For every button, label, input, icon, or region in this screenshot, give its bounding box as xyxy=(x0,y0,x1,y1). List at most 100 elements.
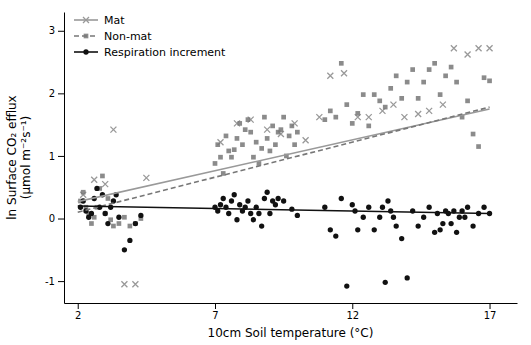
y-tick-label: 2 xyxy=(49,88,55,99)
y-tick: -1 xyxy=(45,276,64,287)
point xyxy=(366,124,371,129)
point xyxy=(438,92,443,97)
point xyxy=(328,109,333,114)
point xyxy=(105,221,110,226)
point xyxy=(81,190,86,195)
point xyxy=(440,102,446,108)
point xyxy=(262,115,267,120)
point xyxy=(355,227,360,232)
point xyxy=(110,127,116,133)
point xyxy=(416,96,421,101)
trend-line xyxy=(78,206,490,214)
point xyxy=(256,211,261,216)
point xyxy=(287,134,292,139)
point xyxy=(275,196,280,201)
x-tick-mark xyxy=(352,303,353,309)
point xyxy=(273,202,278,207)
point xyxy=(243,127,248,132)
point xyxy=(245,198,250,203)
point xyxy=(100,174,105,179)
point xyxy=(224,134,229,139)
point xyxy=(103,211,108,216)
point xyxy=(267,211,272,216)
point xyxy=(333,233,338,238)
y-tick-label: 3 xyxy=(49,25,55,36)
point xyxy=(440,221,445,226)
point xyxy=(259,223,264,228)
point xyxy=(380,205,385,210)
point xyxy=(465,205,470,210)
y-axis-title-line: (μmol m⁻²s⁻¹) xyxy=(19,116,33,199)
point xyxy=(268,149,273,154)
legend-label: Non-mat xyxy=(104,30,152,43)
y-axis-line xyxy=(64,13,65,304)
point xyxy=(89,211,94,216)
legend-item: Non-mat xyxy=(74,30,152,43)
point xyxy=(290,124,295,129)
y-axis-title-line: ln Surface CO₂ efflux xyxy=(5,95,19,219)
y-tick: 2 xyxy=(49,88,64,99)
point xyxy=(487,78,492,83)
x-axis-line xyxy=(65,303,518,304)
x-tick-mark xyxy=(215,303,216,309)
point xyxy=(251,217,256,222)
point xyxy=(111,224,116,229)
point xyxy=(481,205,486,210)
y-tick-label: 0 xyxy=(49,213,55,224)
point xyxy=(427,67,432,72)
legend-marker xyxy=(83,49,88,54)
point xyxy=(240,142,245,147)
point xyxy=(487,45,493,51)
point xyxy=(435,211,440,216)
point xyxy=(259,146,264,151)
point xyxy=(451,45,457,51)
point xyxy=(457,215,462,220)
y-tick-mark xyxy=(58,31,64,32)
plot-area xyxy=(78,45,493,288)
point xyxy=(303,137,309,143)
y-tick-mark xyxy=(58,93,64,94)
point xyxy=(341,70,347,76)
point xyxy=(218,155,223,160)
x-tick-label: 7 xyxy=(212,310,218,321)
point xyxy=(361,92,366,97)
x-axis: 271217 xyxy=(65,303,518,321)
point xyxy=(470,223,475,228)
y-tick-mark xyxy=(58,156,64,157)
point xyxy=(385,198,390,203)
point xyxy=(248,211,253,216)
series-points xyxy=(78,186,492,289)
point xyxy=(361,215,366,220)
point xyxy=(462,215,467,220)
legend-label: Respiration increment xyxy=(104,46,226,59)
point xyxy=(421,80,426,85)
point xyxy=(327,73,333,79)
point xyxy=(339,61,344,66)
point xyxy=(339,196,344,201)
point xyxy=(127,238,132,243)
point xyxy=(143,175,149,181)
point xyxy=(344,102,349,107)
point xyxy=(394,223,399,228)
point xyxy=(248,130,253,135)
y-axis: -1 0 1 2 3 xyxy=(45,13,64,304)
point xyxy=(122,215,127,220)
point xyxy=(432,230,437,235)
point xyxy=(322,117,327,122)
point xyxy=(264,127,270,133)
x-axis-title: 10cm Soil temperature (°C) xyxy=(208,326,374,340)
point xyxy=(221,196,226,201)
point xyxy=(133,221,138,226)
legend-label: Mat xyxy=(104,14,125,27)
y-tick-mark xyxy=(58,219,64,220)
point xyxy=(377,215,382,220)
x-tick-mark xyxy=(490,303,491,309)
point xyxy=(254,140,259,145)
legend-marker xyxy=(84,34,89,39)
point xyxy=(295,130,300,135)
point xyxy=(426,205,431,210)
point xyxy=(226,211,231,216)
y-tick: 1 xyxy=(49,151,64,162)
point xyxy=(383,105,388,110)
point xyxy=(405,275,410,280)
